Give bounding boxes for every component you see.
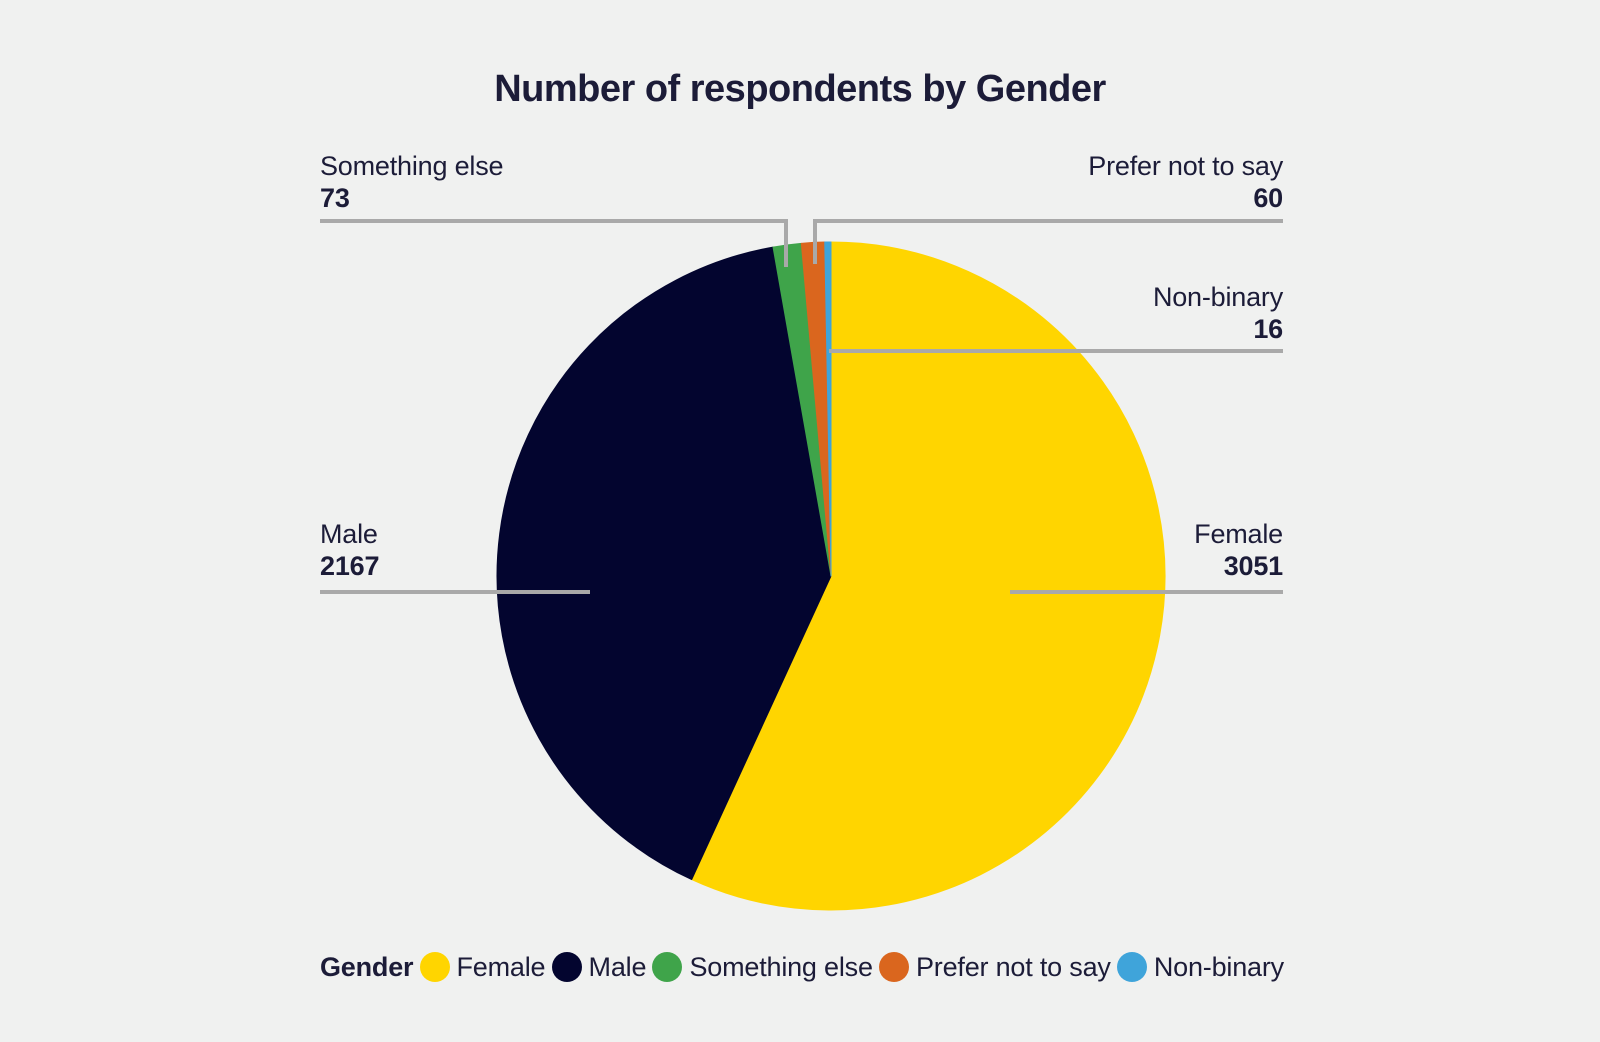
legend-label: Male [588, 951, 647, 982]
legend-item-prefer-not-to-say[interactable]: Prefer not to say [878, 951, 1111, 983]
legend-label: Non-binary [1153, 951, 1284, 982]
legend-marker-something-else [652, 952, 683, 982]
callout-value: 3051 [1223, 551, 1283, 581]
legend-marker-female [419, 952, 450, 982]
callout-value: 2167 [320, 551, 380, 581]
chart-title: Number of respondents by Gender [494, 68, 1106, 110]
legend-label: Prefer not to say [915, 951, 1111, 982]
legend-marker-non-binary [1116, 952, 1147, 982]
callout-line-female [1010, 590, 1283, 594]
callout-value: 73 [320, 183, 350, 213]
callout-category: Male [320, 519, 378, 549]
callout-line-male [320, 590, 590, 594]
legend: Gender Female Male Something else Prefer no… [320, 948, 1284, 986]
callout-line-prefer-not-to-say [813, 219, 1283, 223]
legend-label: Female [456, 951, 546, 982]
callout-label-prefer-not-to-say: Prefer not to say 60 [1088, 150, 1283, 214]
legend-title: Gender [320, 951, 414, 982]
callout-category: Prefer not to say [1088, 151, 1283, 181]
pie-slice-non-binary[interactable] [824, 241, 832, 577]
callout-category: Non-binary [1152, 282, 1283, 312]
callout-label-male: Male 2167 [320, 518, 379, 582]
legend-item-something-else[interactable]: Something else [652, 951, 873, 983]
legend-marker-prefer-not-to-say [878, 952, 909, 982]
callout-line-something-else-stub [784, 219, 788, 267]
legend-marker-male [551, 952, 582, 982]
callout-line-non-binary [829, 349, 1283, 353]
callout-line-prefer-not-to-say-stub [813, 219, 817, 264]
legend-item-female[interactable]: Female [419, 951, 546, 983]
callout-value: 16 [1253, 314, 1283, 344]
legend-item-male[interactable]: Male [551, 951, 647, 983]
legend-item-non-binary[interactable]: Non-binary [1116, 951, 1284, 983]
callout-label-something-else: Something else 73 [320, 150, 504, 214]
callout-line-something-else [320, 219, 788, 223]
callout-value: 60 [1253, 183, 1283, 213]
legend-label: Something else [689, 951, 873, 982]
pie-slice-female[interactable] [691, 241, 1166, 911]
callout-category: Female [1194, 519, 1283, 549]
callout-category: Something else [320, 151, 504, 181]
callout-label-non-binary: Non-binary 16 [1153, 281, 1283, 345]
pie-slice-male[interactable] [496, 246, 832, 881]
callout-label-female: Female 3051 [1194, 518, 1283, 582]
